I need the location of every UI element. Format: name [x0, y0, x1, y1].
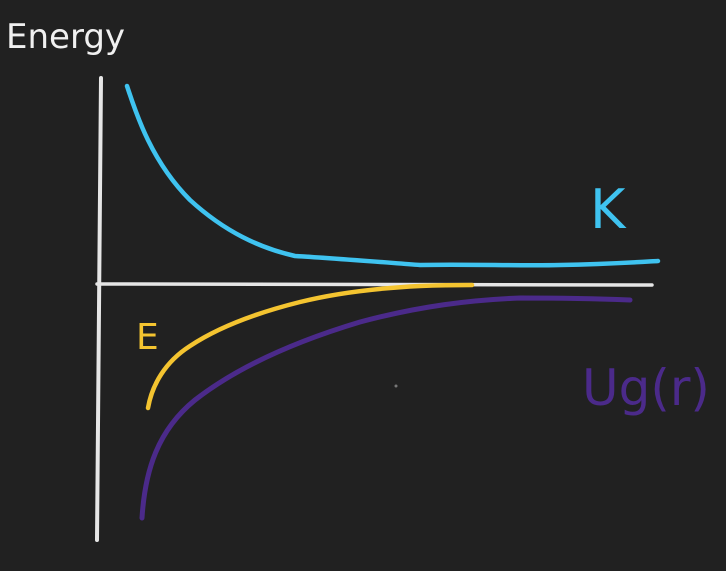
x-axis — [95, 282, 654, 287]
potential-label: Ug(r) — [582, 359, 710, 417]
kinetic-energy-curve — [124, 83, 661, 268]
stray-dot — [394, 384, 398, 388]
y-axis-label: Energy — [6, 17, 125, 57]
total-energy-label: E — [136, 317, 159, 358]
y-axis — [95, 76, 103, 542]
total-energy-curve — [145, 282, 475, 411]
potential-energy-curve — [139, 295, 633, 521]
kinetic-label: K — [590, 178, 627, 241]
